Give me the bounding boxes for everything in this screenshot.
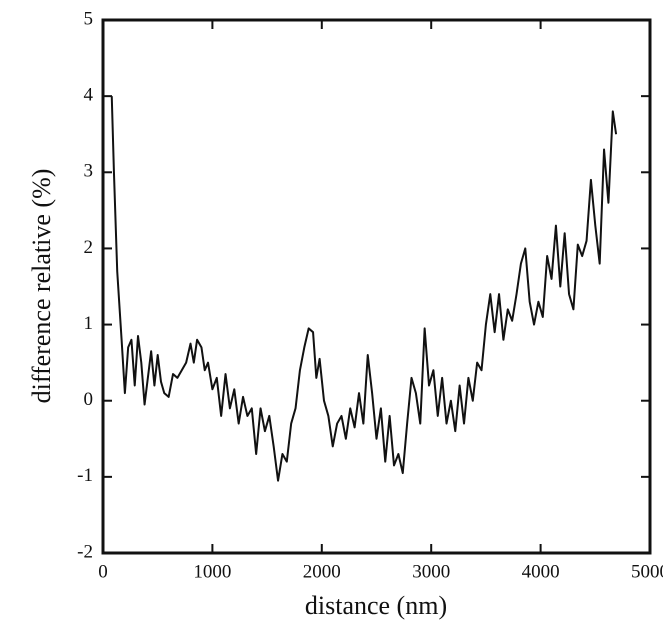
x-tick-label: 1000 (193, 561, 231, 582)
y-tick-label: 4 (84, 85, 94, 106)
x-tick-label: 0 (98, 561, 108, 582)
x-tick-label: 4000 (522, 561, 560, 582)
plot-frame (101, 18, 652, 555)
data-line (110, 96, 618, 482)
y-tick-label: 3 (84, 161, 94, 182)
y-tick-label: 5 (84, 8, 94, 29)
y-tick-label: 2 (84, 237, 94, 258)
y-tick-label: 0 (84, 389, 94, 410)
x-tick-label: 5000 (631, 561, 663, 582)
x-tick-label: 2000 (303, 561, 341, 582)
y-tick-label: -1 (77, 465, 93, 486)
y-axis-label: difference relative (%) (27, 169, 56, 404)
y-tick-label: 1 (84, 313, 94, 334)
y-tick-label: -2 (77, 541, 93, 562)
x-axis-label: distance (nm) (305, 591, 447, 620)
x-tick-label: 3000 (412, 561, 450, 582)
